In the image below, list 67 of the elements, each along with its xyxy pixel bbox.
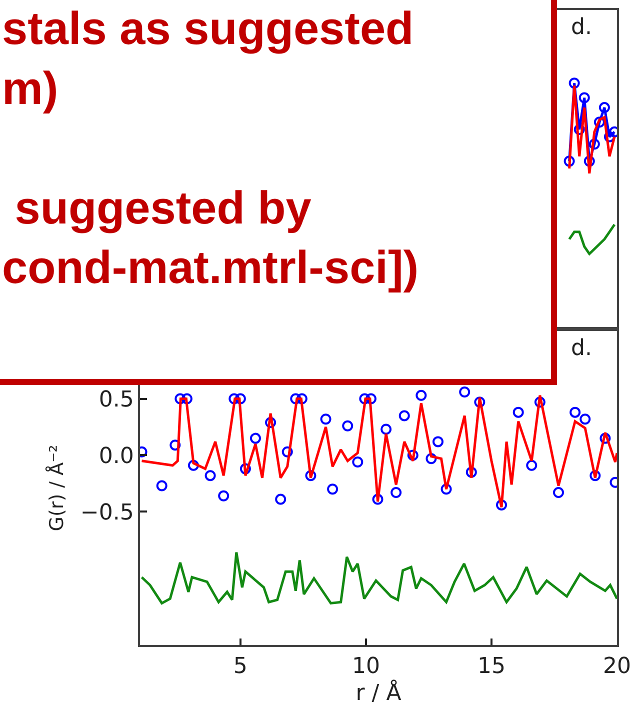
point (218, 490, 230, 502)
point (181, 393, 192, 404)
point (296, 393, 308, 404)
point (290, 393, 302, 404)
point (426, 453, 437, 464)
point (600, 432, 611, 444)
text: m) (2, 62, 58, 114)
point (398, 410, 410, 422)
text: suggested by (2, 181, 312, 234)
point (534, 396, 546, 408)
y-tick-label: 0.5 (98, 387, 134, 412)
point (496, 499, 508, 510)
point (580, 414, 591, 425)
point (380, 424, 392, 435)
point (156, 480, 168, 492)
point (188, 460, 199, 471)
text: stals as suggested (2, 2, 414, 54)
x-axis-title: r / Å (356, 679, 402, 706)
point (359, 393, 370, 404)
point (570, 406, 581, 418)
point (265, 416, 276, 428)
point (250, 432, 261, 444)
point (228, 393, 240, 404)
y-axis-title: G(r) / Å⁻² (44, 444, 68, 532)
x-tick-label: 5 (233, 654, 248, 680)
point (204, 470, 216, 482)
point (526, 460, 538, 471)
point (416, 390, 427, 401)
point (320, 414, 332, 425)
annotation: d. (571, 336, 592, 361)
text: d. (571, 15, 592, 40)
point (327, 484, 338, 495)
point (584, 156, 595, 167)
point (474, 396, 486, 408)
point (590, 470, 601, 482)
x-tick-label: 20 (603, 654, 631, 680)
point (594, 116, 605, 128)
point (234, 393, 246, 404)
point (466, 466, 477, 478)
point (440, 484, 452, 495)
point (578, 92, 590, 104)
point (588, 138, 600, 150)
x-tick-label: 10 (352, 654, 380, 680)
line-series (140, 551, 617, 604)
point (174, 393, 186, 404)
point (365, 393, 376, 404)
point (170, 440, 181, 451)
point (305, 470, 316, 482)
point (459, 386, 470, 398)
point (240, 463, 251, 474)
point (342, 420, 354, 432)
y-tick-label: 0.0 (98, 444, 134, 469)
point (352, 456, 364, 468)
text: cond-mat.mtrl-sci]) (2, 241, 419, 294)
x-tick-label: 15 (477, 654, 506, 680)
point (282, 446, 293, 458)
y-tick-label: −0.5 (80, 500, 134, 526)
point (553, 487, 564, 498)
point (372, 494, 384, 505)
point (564, 156, 575, 167)
point (512, 406, 524, 418)
point (432, 436, 444, 448)
point (568, 78, 580, 89)
point (390, 487, 402, 498)
point (407, 450, 418, 461)
point (598, 102, 610, 114)
point (275, 494, 286, 505)
